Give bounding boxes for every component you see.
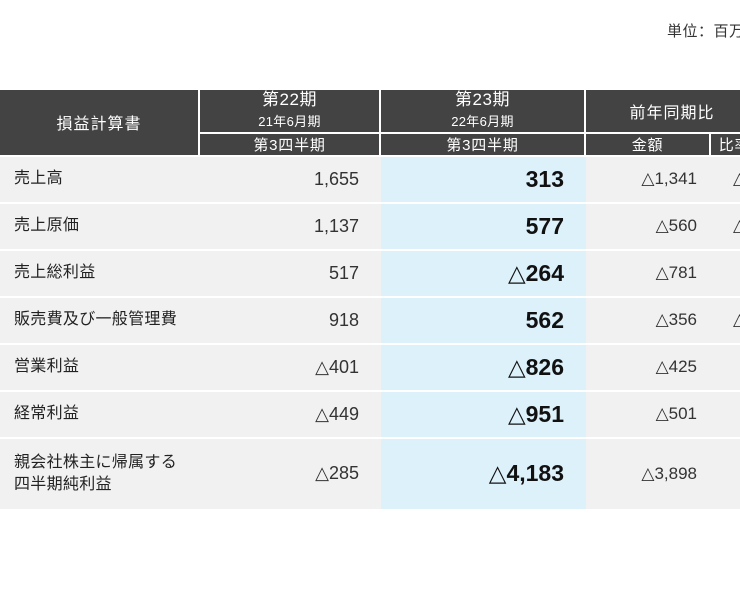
- cell-term-23: 577: [381, 203, 586, 251]
- cell-yoy-amount: △3,898: [586, 438, 711, 509]
- table-body: 売上高 1,655 313 △1,341 △ 売上原価 1,137 577 △560 △ 売上総利益…: [0, 156, 740, 509]
- header-yoy-title: 前年同期比: [586, 90, 740, 134]
- term-23-period: 22年6月期: [451, 114, 514, 129]
- term-23-name: 第23期: [455, 90, 510, 109]
- header-term-23-quarter: 第3四半期: [381, 133, 586, 157]
- table-row: 営業利益 △401 △826 △425: [0, 344, 740, 392]
- cell-yoy-rate: △: [711, 297, 740, 345]
- header-yoy-rate: 比率: [711, 133, 740, 157]
- cell-term-22: △401: [200, 344, 381, 392]
- header-row-top: 損益計算書 第22期 21年6月期 第23期 22年6月期 前年同期比: [0, 90, 740, 157]
- table-row: 親会社株主に帰属する 四半期純利益 △285 △4,183 △3,898: [0, 438, 740, 509]
- table-header: 損益計算書 第22期 21年6月期 第23期 22年6月期 前年同期比 第3四半…: [0, 90, 740, 157]
- header-yoy-amount: 金額: [586, 133, 711, 157]
- cell-yoy-amount: △425: [586, 344, 711, 392]
- term-22-period: 21年6月期: [258, 114, 321, 129]
- unit-note: 単位：百万円: [666, 23, 740, 40]
- row-label: 親会社株主に帰属する 四半期純利益: [0, 438, 200, 509]
- row-label: 営業利益: [0, 344, 200, 392]
- term-22-name: 第22期: [262, 90, 317, 109]
- table-row: 売上高 1,655 313 △1,341 △: [0, 156, 740, 204]
- cell-term-22: 517: [200, 250, 381, 298]
- cell-yoy-amount: △501: [586, 391, 711, 439]
- cell-term-22: 1,655: [200, 156, 381, 204]
- row-label: 売上総利益: [0, 250, 200, 298]
- cell-term-23: △826: [381, 344, 586, 392]
- row-label: 経常利益: [0, 391, 200, 439]
- cell-yoy-rate: △: [711, 156, 740, 204]
- header-term-22: 第22期 21年6月期: [200, 90, 381, 134]
- row-label: 売上高: [0, 156, 200, 204]
- cell-yoy-rate: [711, 344, 740, 392]
- header-row-bottom: 第3四半期 第3四半期 金額 比率: [0, 133, 740, 157]
- cell-yoy-amount: △560: [586, 203, 711, 251]
- cell-yoy-amount: △781: [586, 250, 711, 298]
- cell-term-23: △951: [381, 391, 586, 439]
- cell-term-23: 562: [381, 297, 586, 345]
- cell-yoy-rate: △: [711, 203, 740, 251]
- row-label: 売上原価: [0, 203, 200, 251]
- profit-and-loss-table: 損益計算書 第22期 21年6月期 第23期 22年6月期 前年同期比 第3四半…: [0, 90, 740, 509]
- table-row: 売上原価 1,137 577 △560 △: [0, 203, 740, 251]
- cell-term-22: △449: [200, 391, 381, 439]
- table-row: 販売費及び一般管理費 918 562 △356 △: [0, 297, 740, 345]
- table-row: 売上総利益 517 △264 △781: [0, 250, 740, 298]
- cell-term-22: 918: [200, 297, 381, 345]
- cell-term-22: 1,137: [200, 203, 381, 251]
- cell-term-23: 313: [381, 156, 586, 204]
- cell-yoy-amount: △1,341: [586, 156, 711, 204]
- cell-yoy-amount: △356: [586, 297, 711, 345]
- cell-term-23: △4,183: [381, 438, 586, 509]
- row-label-line2: 四半期純利益: [14, 475, 112, 493]
- cell-yoy-rate: [711, 438, 740, 509]
- table-row: 経常利益 △449 △951 △501: [0, 391, 740, 439]
- header-term-22-quarter: 第3四半期: [200, 133, 381, 157]
- cell-yoy-rate: [711, 250, 740, 298]
- cell-yoy-rate: [711, 391, 740, 439]
- header-term-23: 第23期 22年6月期: [381, 90, 586, 134]
- cell-term-22: △285: [200, 438, 381, 509]
- row-label: 販売費及び一般管理費: [0, 297, 200, 345]
- cell-term-23: △264: [381, 250, 586, 298]
- header-item-title: 損益計算書: [0, 90, 200, 157]
